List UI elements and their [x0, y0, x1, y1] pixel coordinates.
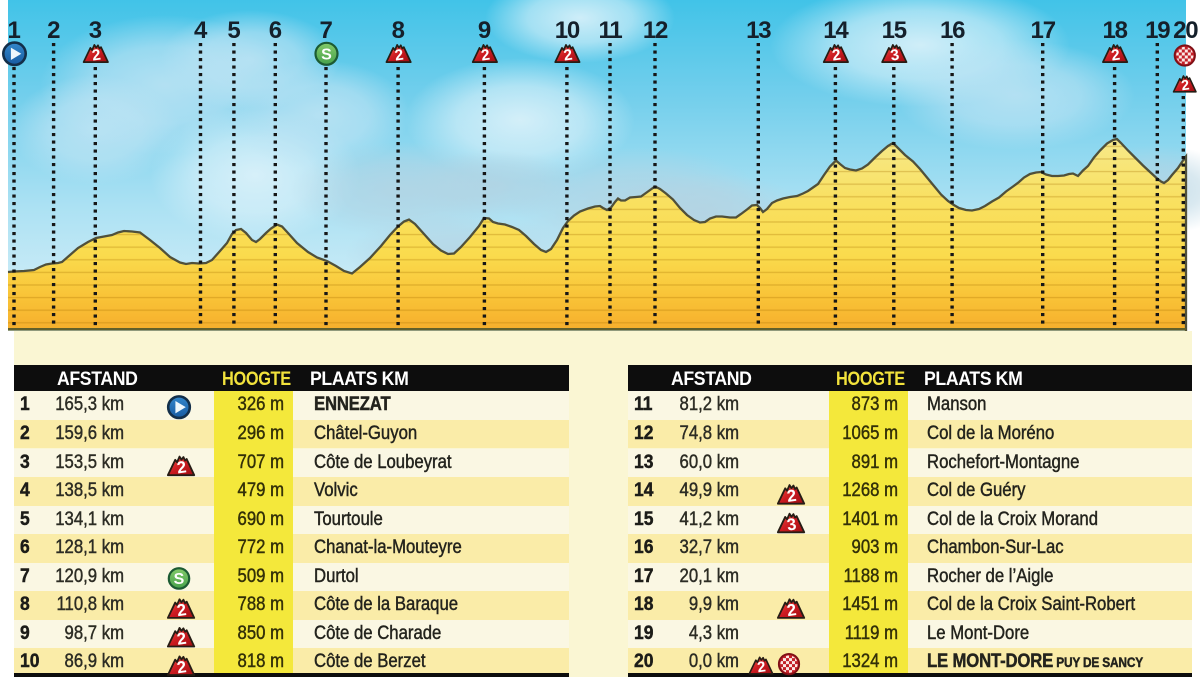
svg-text:2: 2: [47, 17, 60, 44]
svg-text:13: 13: [746, 17, 771, 44]
svg-text:3: 3: [89, 17, 102, 44]
svg-text:6: 6: [269, 17, 282, 44]
svg-text:2: 2: [831, 47, 841, 65]
svg-text:S: S: [321, 46, 332, 63]
svg-text:11: 11: [599, 17, 623, 44]
svg-text:2: 2: [1180, 77, 1190, 94]
svg-text:16: 16: [940, 17, 965, 44]
svg-text:12: 12: [643, 17, 668, 44]
svg-text:2: 2: [1110, 47, 1120, 65]
svg-text:7: 7: [319, 17, 332, 44]
svg-text:8: 8: [392, 17, 405, 44]
svg-text:15: 15: [882, 17, 907, 44]
svg-text:2: 2: [91, 47, 101, 65]
svg-text:10: 10: [555, 17, 580, 44]
svg-text:4: 4: [194, 17, 208, 44]
svg-text:3: 3: [889, 46, 900, 64]
svg-text:18: 18: [1102, 17, 1127, 44]
svg-text:17: 17: [1031, 17, 1056, 44]
svg-text:1: 1: [7, 17, 20, 44]
svg-text:2: 2: [394, 47, 404, 65]
svg-text:2: 2: [480, 47, 490, 65]
svg-text:5: 5: [227, 17, 240, 44]
svg-text:9: 9: [478, 17, 491, 44]
svg-text:19: 19: [1145, 17, 1170, 44]
svg-text:20: 20: [1173, 17, 1198, 44]
svg-text:14: 14: [823, 17, 849, 44]
svg-text:2: 2: [563, 47, 573, 65]
